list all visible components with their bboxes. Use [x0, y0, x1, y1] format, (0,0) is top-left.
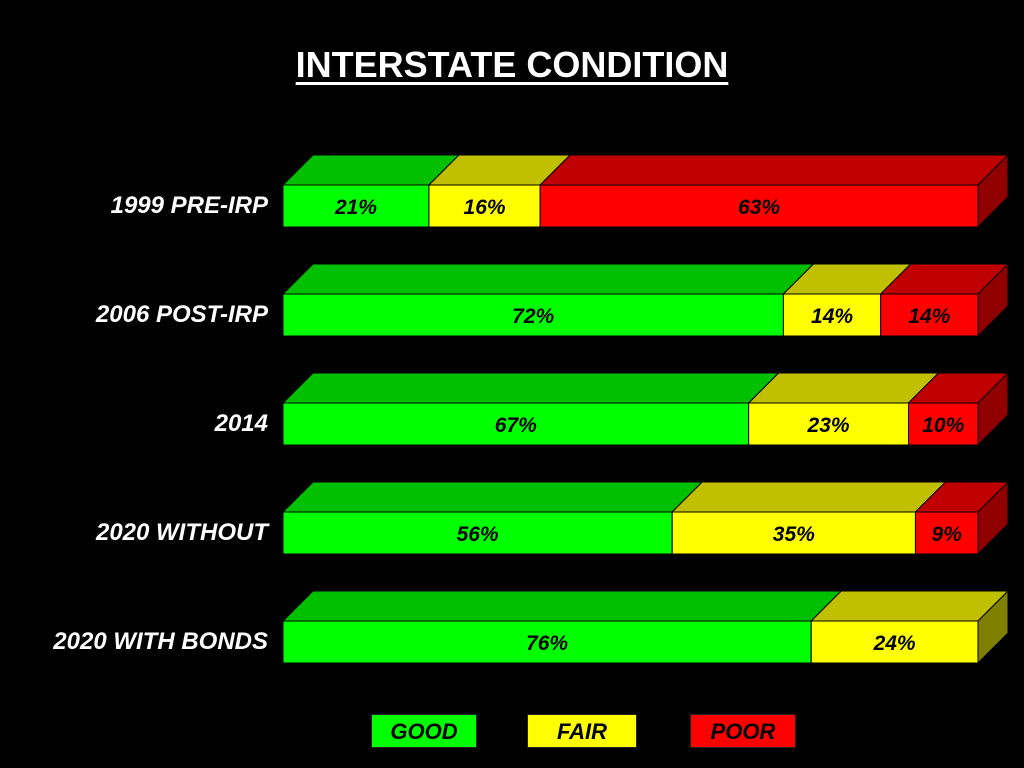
data-label: 56% [457, 523, 499, 546]
bar-side-face [977, 153, 1009, 229]
category-label: 2020 WITH BONDS [52, 628, 268, 655]
legend-good: GOOD [371, 714, 477, 748]
bar-segment-good [282, 402, 750, 446]
data-label: 63% [738, 196, 780, 219]
category-label: 2020 WITHOUT [95, 519, 270, 546]
data-label: 14% [811, 305, 853, 328]
data-label: 76% [526, 632, 568, 655]
bar-segment-top [281, 590, 843, 622]
bar-segment-top [281, 154, 461, 186]
bar-segment-poor [908, 402, 979, 446]
bar-segment-top [809, 590, 1010, 622]
legend-poor: POOR [690, 714, 796, 748]
chart-title: INTERSTATE CONDITION [295, 44, 729, 85]
bar-segment-top [281, 481, 704, 513]
data-label: 67% [495, 414, 537, 437]
bar-segment-poor [880, 293, 979, 337]
bar-side-face [977, 480, 1009, 556]
bar-segment-fair [782, 293, 882, 337]
legend-fair: FAIR [527, 714, 637, 748]
bar-segment-good [282, 293, 784, 337]
data-label: 24% [873, 632, 916, 655]
data-label: 10% [922, 414, 964, 437]
category-label: 2014 [214, 410, 268, 437]
data-label: 21% [334, 196, 377, 219]
bar-segment-top [747, 372, 940, 404]
data-label: 23% [807, 414, 850, 437]
bar-segment-top [281, 263, 815, 295]
data-label: 9% [932, 523, 963, 546]
bar-side-face [977, 589, 1009, 665]
data-label: 16% [464, 196, 506, 219]
data-label: 35% [773, 523, 815, 546]
bar-segment-top [538, 154, 1010, 186]
bar-segment-top [670, 481, 947, 513]
data-label: 14% [908, 305, 950, 328]
category-label: 1999 PRE-IRP [111, 192, 269, 219]
bar-side-face [977, 371, 1009, 447]
bar-segment-fair [671, 511, 916, 555]
bar-segment-good [282, 184, 430, 228]
bar-segment-good [282, 511, 673, 555]
bar-segment-fair [748, 402, 910, 446]
bar-segment-good [282, 620, 812, 664]
bar-segment-poor [914, 511, 979, 555]
bar-side-face [977, 262, 1009, 338]
bar-segment-poor [539, 184, 979, 228]
data-label: 72% [512, 305, 554, 328]
category-label: 2006 POST-IRP [95, 301, 269, 328]
bar-segment-top [281, 372, 780, 404]
